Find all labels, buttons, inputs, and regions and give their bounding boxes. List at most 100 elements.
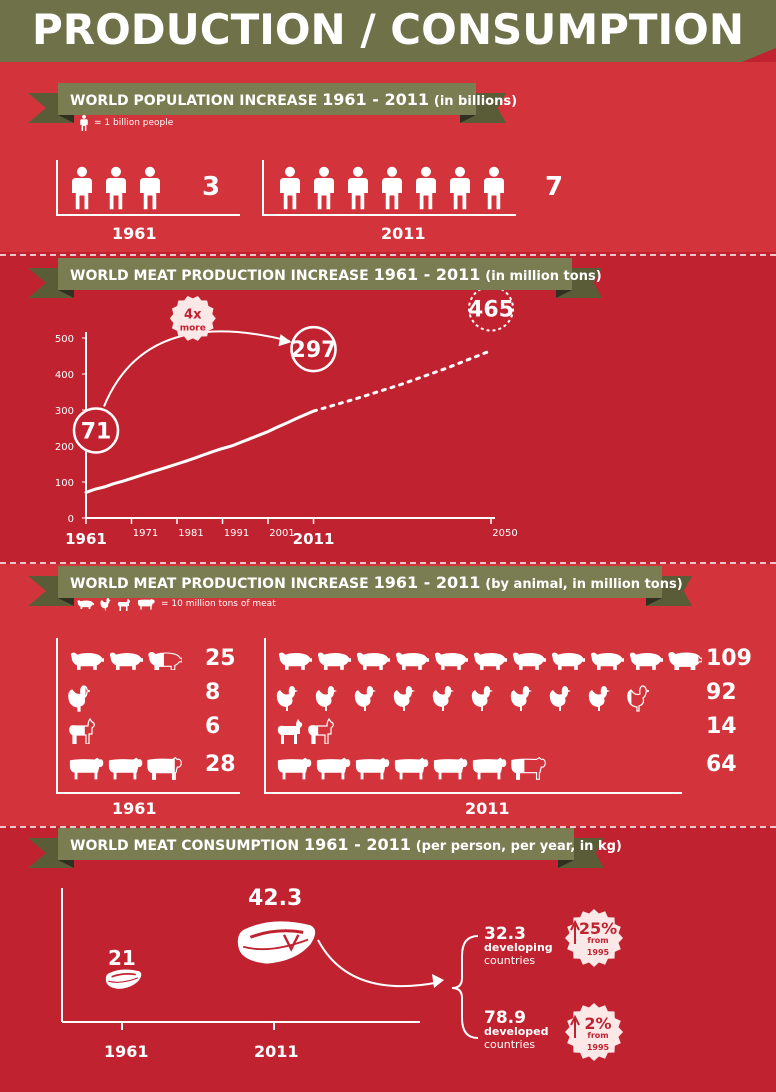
population-ribbon: WORLD POPULATION INCREASE 1961 - 2011 (i…	[28, 83, 517, 123]
developed-label: developed	[484, 1025, 549, 1038]
developing-label: developing	[484, 941, 553, 954]
y-tick-label: 500	[55, 334, 74, 345]
callout-71: 71	[72, 407, 120, 454]
animals-legend: = 10 million tons of meat	[76, 597, 276, 611]
chicken-icon	[100, 598, 111, 611]
x-tick-label: 1961	[65, 530, 107, 548]
cow-icon	[511, 756, 546, 780]
chicken-icon	[432, 686, 454, 711]
production-chart: 0 100 200 300 400 500 1961 1971 1981 1991 20012011…	[55, 290, 518, 548]
chicken-icon	[68, 685, 90, 712]
consumption-heading: WORLD MEAT CONSUMPTION	[70, 838, 300, 854]
developed-badge-sub: from 1995	[586, 1031, 610, 1052]
x-tick-label: 1971	[133, 528, 158, 539]
cow-icon	[108, 757, 143, 780]
x-tick-label: 2050	[492, 528, 517, 539]
cow-row-1961	[68, 756, 182, 780]
callout-297: 297	[290, 325, 337, 373]
developed-block: 78.9 developed countries	[484, 1010, 549, 1052]
chicken-icon	[588, 686, 610, 711]
pig-icon	[278, 652, 312, 670]
x-tick-label: 2011	[293, 530, 335, 548]
cow-icon	[137, 598, 155, 610]
person-icon	[382, 166, 402, 210]
pig-icon	[356, 652, 390, 670]
goat-value-2011: 14	[706, 714, 737, 739]
developing-block: 32.3 developing countries	[484, 926, 553, 968]
developing-badge	[565, 909, 623, 967]
production-heading: WORLD MEAT PRODUCTION INCREASE	[70, 268, 369, 284]
chicken-row-1961	[68, 684, 90, 712]
pig-icon	[629, 652, 663, 670]
population-legend: = 1 billion people	[80, 115, 173, 131]
multiplier-value: 4x	[184, 307, 202, 322]
cow-icon	[394, 757, 429, 780]
consumption-arrowhead	[432, 974, 444, 988]
cow-icon	[277, 757, 312, 780]
pig-row-2011	[276, 650, 702, 670]
cow-icon	[147, 756, 182, 780]
consumption-brace	[451, 935, 479, 1039]
pig-value-1961: 25	[205, 646, 236, 671]
person-icon	[484, 166, 504, 210]
consumption-ribbon: WORLD MEAT CONSUMPTION 1961 - 2011 (per …	[28, 828, 622, 868]
animals-heading: WORLD MEAT PRODUCTION INCREASE	[70, 576, 369, 592]
pig-icon	[109, 652, 143, 670]
goat-icon	[69, 718, 95, 744]
person-icon	[314, 166, 334, 210]
consumption-2011-year: 2011	[254, 1042, 299, 1061]
developed-label-2: countries	[484, 1038, 536, 1051]
consumption-years: 1961 - 2011	[304, 835, 411, 854]
production-years: 1961 - 2011	[373, 265, 481, 284]
y-tick-label: 400	[55, 370, 74, 381]
pig-icon	[434, 652, 468, 670]
goat-icon	[308, 718, 334, 744]
cow-icon	[69, 757, 104, 780]
cow-icon	[472, 757, 507, 780]
chicken-icon	[471, 686, 493, 711]
person-icon	[106, 166, 126, 210]
steak-small-icon	[105, 969, 142, 989]
x-tick-label: 1981	[178, 528, 203, 539]
population-1961-year: 1961	[112, 224, 157, 243]
callout-label: 465	[468, 298, 514, 323]
chicken-icon	[315, 686, 337, 711]
population-legend-text: = 1 billion people	[94, 118, 174, 128]
person-icon	[80, 115, 88, 131]
animals-1961-bracket	[56, 638, 240, 794]
chicken-row-2011	[276, 684, 649, 712]
chicken-icon	[549, 686, 571, 711]
y-tick-label: 0	[68, 514, 74, 525]
y-tick-label: 200	[55, 442, 74, 453]
growth-arrow	[103, 330, 290, 407]
cow-icon	[316, 757, 351, 780]
growth-arrowhead	[278, 334, 292, 347]
chicken-icon	[354, 686, 376, 711]
separator-2	[0, 562, 776, 564]
callout-label: 71	[81, 419, 112, 444]
animals-unit: (by animal, in million tons)	[485, 577, 683, 592]
developing-up-arrow	[570, 919, 580, 944]
person-icon	[72, 166, 92, 210]
chicken-icon	[393, 686, 415, 711]
steak-large-icon	[237, 921, 316, 964]
y-tick-label: 300	[55, 406, 74, 417]
pig-icon	[77, 600, 94, 609]
pig-value-2011: 109	[706, 646, 752, 671]
consumption-arrow	[317, 939, 441, 988]
callout-label: 297	[291, 338, 337, 363]
cow-row-2011	[276, 756, 546, 780]
person-icon	[450, 166, 470, 210]
population-unit: (in billions)	[433, 94, 518, 109]
pig-icon	[70, 652, 104, 670]
pig-icon	[395, 652, 429, 670]
pig-row-1961	[68, 650, 182, 670]
people-1961-row	[72, 164, 160, 212]
population-years: 1961 - 2011	[322, 90, 429, 109]
developed-up-arrow	[570, 1014, 580, 1038]
population-heading: WORLD POPULATION INCREASE	[70, 93, 318, 109]
consumption-2011-value: 42.3	[248, 886, 303, 911]
consumption-1961-year: 1961	[104, 1042, 149, 1061]
multiplier-word: more	[180, 323, 206, 333]
